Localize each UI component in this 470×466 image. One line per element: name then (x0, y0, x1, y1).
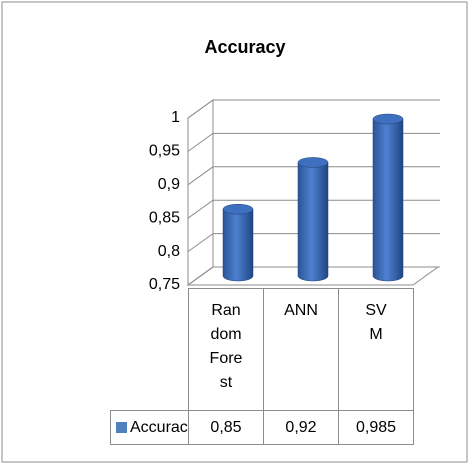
y-tick-label: 1 (171, 109, 180, 126)
bar (372, 118, 404, 282)
bar-top (297, 157, 329, 168)
bar-top (222, 203, 254, 215)
grid-line (187, 233, 440, 253)
legend-swatch (116, 422, 127, 433)
y-tick-label: 0,85 (149, 209, 180, 226)
x-tick-label: Random Forest (188, 288, 264, 411)
grid-line (187, 266, 440, 286)
grid-line (187, 199, 440, 219)
y-tick-label: 0,95 (149, 143, 180, 160)
table-value: 0,85 (188, 410, 264, 445)
x-tick-label: ANN (263, 288, 339, 411)
bar (297, 162, 329, 282)
y-tick-label: 0,75 (149, 276, 180, 293)
table-value: 0,985 (338, 410, 414, 445)
y-tick-label: 0,9 (158, 176, 180, 193)
x-tick-label: SVM (338, 288, 414, 411)
y-tick-label: 0,8 (158, 243, 180, 260)
grid-line (187, 166, 440, 186)
grid-line (187, 99, 440, 119)
chart-title: Accuracy (204, 37, 285, 57)
legend-label: Accuracy (130, 419, 196, 436)
grid-line (187, 132, 440, 152)
bar (222, 208, 254, 282)
table-value: 0,92 (263, 410, 339, 445)
bar-top (372, 113, 404, 125)
